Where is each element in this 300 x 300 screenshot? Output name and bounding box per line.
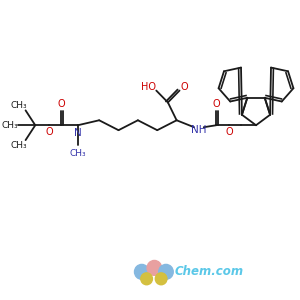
Text: CH₃: CH₃	[11, 140, 27, 149]
Text: O: O	[45, 127, 52, 137]
Text: CH₃: CH₃	[11, 101, 27, 110]
Text: Chem.com: Chem.com	[175, 266, 244, 278]
Circle shape	[141, 273, 152, 285]
Text: O: O	[212, 99, 220, 110]
Circle shape	[155, 273, 167, 285]
Text: NH: NH	[191, 125, 207, 135]
Circle shape	[134, 264, 149, 279]
Circle shape	[159, 264, 173, 279]
Text: CH₃: CH₃	[70, 149, 86, 158]
Text: HO: HO	[141, 82, 156, 92]
Text: O: O	[225, 127, 233, 137]
Text: O: O	[181, 82, 188, 92]
Text: N: N	[74, 128, 82, 138]
Circle shape	[147, 260, 162, 275]
Text: O: O	[58, 99, 65, 110]
Text: CH₃: CH₃	[2, 121, 18, 130]
